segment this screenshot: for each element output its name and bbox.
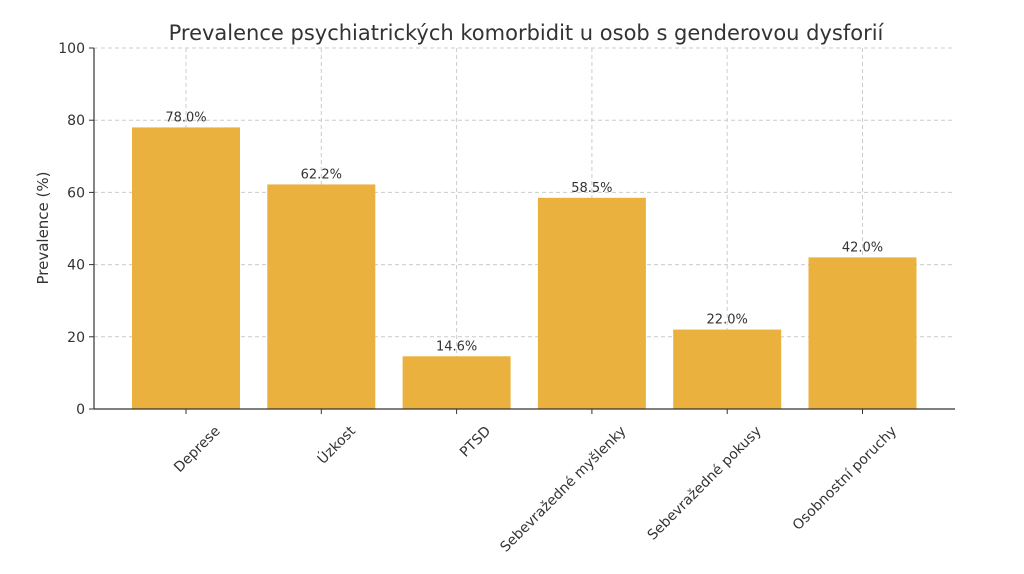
data-label-1: 62.2% <box>301 167 342 182</box>
data-label-4: 22.0% <box>707 313 748 328</box>
y-tick-label-80: 80 <box>67 113 85 129</box>
data-label-3: 58.5% <box>571 181 612 196</box>
bar-0 <box>132 127 240 410</box>
bar-2 <box>402 356 511 409</box>
bars-layer <box>132 127 917 410</box>
y-tick-label-0: 0 <box>76 402 85 418</box>
data-label-5: 42.0% <box>842 240 883 255</box>
x-tick-label-5: Osobnostní poruchy <box>790 423 900 533</box>
data-label-0: 78.0% <box>165 110 206 125</box>
chart-title: Prevalence psychiatrických komorbidit u … <box>169 21 885 45</box>
bar-3 <box>537 197 646 409</box>
y-tick-label-40: 40 <box>67 258 85 274</box>
y-tick-label-20: 20 <box>67 330 85 346</box>
bar-4 <box>673 329 782 409</box>
y-tick-label-60: 60 <box>67 185 85 201</box>
data-label-2: 14.6% <box>436 339 477 354</box>
x-tick-label-4: Sebevražedné pokusy <box>645 423 765 543</box>
bar-5 <box>808 257 917 409</box>
y-axis-label: Prevalence (%) <box>34 171 52 284</box>
axes-layer <box>89 47 955 414</box>
x-tick-label-1: Úzkost <box>313 422 359 468</box>
bar-1 <box>267 184 376 409</box>
x-tick-label-3: Sebevražedné myšlenky <box>497 423 629 555</box>
x-tick-label-2: PTSD <box>457 423 494 460</box>
x-tick-label-0: Deprese <box>171 423 224 476</box>
y-tick-label-100: 100 <box>58 41 85 57</box>
